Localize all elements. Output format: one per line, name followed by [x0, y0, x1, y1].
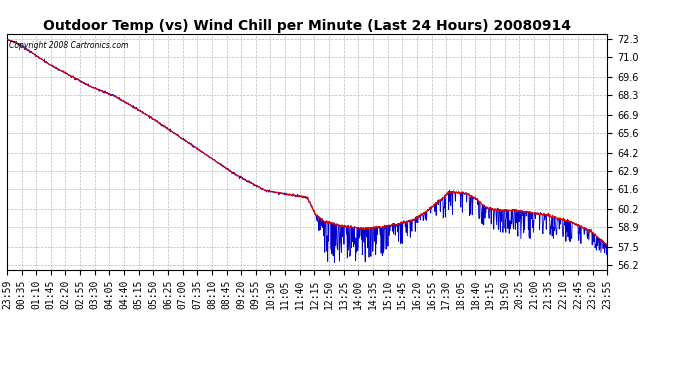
- Text: Copyright 2008 Cartronics.com: Copyright 2008 Cartronics.com: [9, 41, 128, 50]
- Title: Outdoor Temp (vs) Wind Chill per Minute (Last 24 Hours) 20080914: Outdoor Temp (vs) Wind Chill per Minute …: [43, 19, 571, 33]
